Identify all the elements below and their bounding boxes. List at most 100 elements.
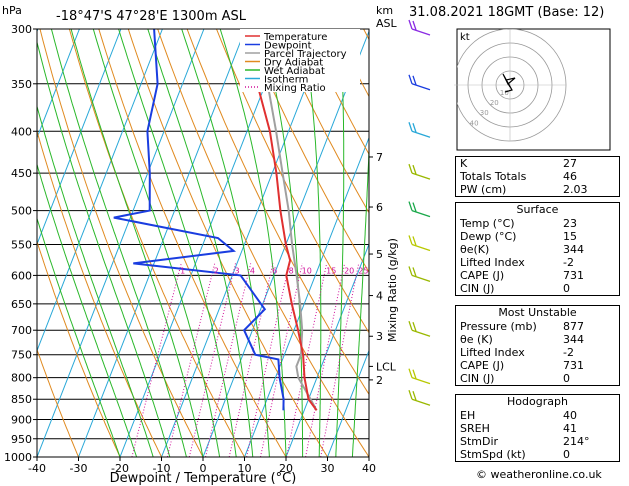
location-title: -18°47'S 47°28'E 1300m ASL — [56, 9, 247, 24]
wind-barb-flag — [408, 201, 413, 211]
surface-row: Temp (°C) 23 — [460, 217, 577, 230]
index-row: Totals Totals 46 — [460, 170, 577, 183]
wind-barb-flag — [412, 20, 417, 31]
index-row: K 27 — [460, 157, 577, 170]
pressure-tick-label: 350 — [11, 78, 32, 91]
wind-barb-shaft — [411, 274, 431, 283]
wind-barb-shaft — [411, 83, 431, 91]
isotherm-line — [37, 29, 80, 140]
dry-adiabat-line — [304, 29, 369, 156]
wind-barb — [408, 19, 431, 36]
surface-row: CIN (J) 0 — [460, 282, 570, 295]
pressure-tick-label: 550 — [11, 238, 32, 251]
temperature-tick-label: 10 — [238, 462, 252, 475]
mixing-ratio-label: 8 — [289, 266, 294, 275]
mu-row: θe (K) 344 — [460, 333, 584, 346]
height-tick-label: 3 — [376, 330, 383, 343]
surface-row: Lifted Index -2 — [460, 256, 574, 269]
mixing-ratio-line — [166, 263, 216, 457]
dry-adiabat-line — [274, 29, 369, 214]
surface-row: θe(K) 344 — [460, 243, 584, 256]
hodo-row: StmSpd (kt) 0 — [460, 448, 570, 461]
dry-adiabat-line — [98, 29, 287, 457]
hodograph-ring-label: 40 — [470, 119, 479, 127]
surface-row: Dewp (°C) 15 — [460, 230, 577, 243]
pressure-tick-label: 900 — [11, 414, 32, 427]
mu-row: CIN (J) 0 — [460, 372, 570, 385]
dry-adiabat-line — [157, 29, 369, 457]
dry-adiabat-line — [37, 348, 79, 457]
legend-label: Wet Adiabat — [264, 66, 325, 77]
wind-barb-flag — [408, 235, 413, 245]
wet-adiabat-line — [37, 216, 121, 457]
mixing-ratio-line — [305, 263, 346, 457]
wet-adiabat-line — [92, 29, 221, 457]
wind-barb-flag — [408, 163, 413, 174]
temperature-axis: -40 -30 -20 -10 0 10 20 30 40 — [28, 457, 376, 475]
temperature-tick-label: 20 — [279, 462, 293, 475]
most-unstable-panel: Most Unstable Pressure (mb) 877 θe (K) 344… — [455, 305, 620, 386]
height-tick-label: 7 — [376, 151, 383, 164]
wind-barb — [408, 266, 431, 283]
mixing-ratio-label: 15 — [326, 266, 336, 275]
wind-barb-flag — [412, 369, 417, 379]
wind-barb-shaft — [411, 130, 431, 138]
wind-barb-shaft — [411, 172, 431, 180]
pressure-tick-label: 450 — [11, 167, 32, 180]
wind-barb-flag — [412, 202, 417, 212]
pressure-tick-label: 750 — [11, 349, 32, 362]
dry-adiabat-line — [37, 129, 162, 457]
height-tick-label: 4 — [376, 290, 383, 303]
wind-barb-flag — [408, 321, 413, 331]
surface-panel: Surface Temp (°C) 23 Dewp (°C) 15 θe(K) 344… — [455, 202, 620, 296]
mixing-ratio-label: 1 — [180, 266, 185, 275]
mixing-ratio-label: 25 — [358, 266, 368, 275]
most-unstable-title: Most Unstable — [498, 306, 577, 319]
wind-barb-shaft — [411, 209, 431, 218]
wet-adiabat-line — [335, 29, 345, 457]
wind-barb-flag — [408, 74, 413, 85]
wind-barb — [408, 235, 431, 252]
wet-adiabat-line — [37, 40, 171, 457]
legend-box — [240, 29, 360, 92]
pressure-tick-label: 700 — [11, 324, 32, 337]
hodograph-unit: kt — [460, 32, 470, 43]
pressure-tick-label: 950 — [11, 433, 32, 446]
legend-label: Dewpoint — [264, 41, 312, 52]
pressure-tick-label: 500 — [11, 205, 32, 218]
dry-adiabat-line — [68, 29, 245, 457]
x-axis-label: Dewpoint / Temperature (°C) — [110, 471, 297, 486]
pressure-tick-label: 300 — [11, 23, 32, 36]
mixing-ratio-line — [260, 263, 303, 457]
index-row: PW (cm) 2.03 — [460, 183, 588, 196]
mixing-ratio-line — [246, 263, 290, 457]
wind-barb-flag — [412, 75, 417, 86]
wind-barb-flag — [412, 391, 417, 401]
wet-adiabat-line — [219, 29, 287, 457]
wind-barb-flag — [408, 266, 413, 276]
pressure-axis: 300 350 400 450 500 550 600 650 700 750 800 850 900 9… — [4, 23, 37, 464]
mixing-ratio-label: 20 — [344, 266, 354, 275]
hodograph-title: Hodograph — [507, 395, 568, 408]
wind-barb-flag — [408, 368, 413, 378]
dry-adiabat-line — [186, 29, 369, 396]
mu-row: Lifted Index -2 — [460, 346, 574, 359]
height-ref: ASL — [376, 17, 398, 30]
credit: © weatheronline.co.uk — [476, 468, 602, 481]
mixing-ratio-line — [228, 263, 274, 457]
pressure-tick-label: 650 — [11, 298, 32, 311]
dry-adiabat-line — [37, 240, 121, 457]
height-tick-label: 5 — [376, 248, 383, 261]
wind-barb — [408, 74, 431, 91]
temperature-tick-label: 30 — [321, 462, 335, 475]
wind-barb-flag — [412, 123, 417, 133]
temperature-tick-label: 0 — [200, 462, 207, 475]
isotherm-line — [119, 29, 288, 457]
wind-barb-flag — [408, 19, 413, 30]
isotherm-line — [78, 29, 246, 457]
legend-label: Mixing Ratio — [264, 83, 326, 94]
